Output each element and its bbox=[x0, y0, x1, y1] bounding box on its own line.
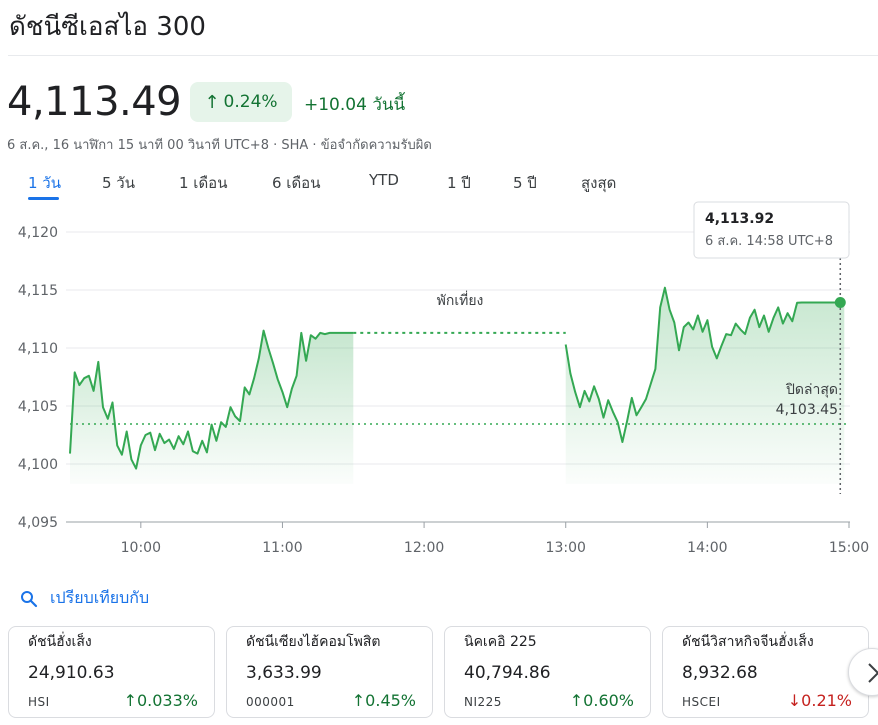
card-change: ↓0.21% bbox=[788, 691, 852, 710]
card-change: ↑0.60% bbox=[570, 691, 634, 710]
x-tick-label: 13:00 bbox=[546, 540, 586, 556]
up-arrow-icon: ↑ bbox=[204, 91, 220, 113]
tab-1d[interactable]: 1 วัน bbox=[28, 174, 61, 192]
card-ticker: NI225 bbox=[464, 695, 502, 709]
current-price: 4,113.49 bbox=[7, 79, 182, 125]
card-change-value: 0.45% bbox=[365, 691, 416, 710]
y-tick-label: 4,120 bbox=[18, 225, 58, 241]
y-tick-label: 4,100 bbox=[18, 457, 58, 473]
card-value: 24,910.63 bbox=[28, 663, 115, 683]
tooltip-time: 6 ส.ค. 14:58 UTC+8 bbox=[705, 234, 833, 249]
card-value: 8,932.68 bbox=[682, 663, 758, 683]
tab-1y[interactable]: 1 ปี bbox=[447, 174, 471, 192]
absolute-change-value: +10.04 bbox=[304, 95, 367, 115]
card-name: ดัชนีเซียงไฮ้คอมโพสิต bbox=[246, 634, 381, 650]
x-axis-labels: 10:00 11:00 12:00 13:00 14:00 15:00 bbox=[121, 522, 869, 556]
y-tick-label: 4,115 bbox=[18, 283, 58, 299]
afternoon-session-line bbox=[564, 286, 845, 443]
card-change-value: 0.60% bbox=[583, 691, 634, 710]
prev-close-label: ปิดล่าสุด bbox=[785, 382, 838, 398]
compare-button[interactable]: เปรียบเทียบกับ bbox=[20, 586, 149, 611]
x-tick-label: 14:00 bbox=[687, 540, 727, 556]
tab-max[interactable]: สูงสุด bbox=[581, 174, 617, 192]
card-ticker: 000001 bbox=[246, 695, 295, 709]
card-ticker: HSCEI bbox=[682, 695, 721, 709]
card-value: 3,633.99 bbox=[246, 663, 322, 683]
tab-5d[interactable]: 5 วัน bbox=[102, 174, 135, 192]
absolute-change: +10.04 วันนี้ bbox=[304, 91, 405, 118]
y-tick-label: 4,110 bbox=[18, 341, 58, 357]
down-arrow-icon: ↓ bbox=[787, 691, 802, 710]
y-axis-labels: 4,120 4,115 4,110 4,105 4,100 4,095 bbox=[18, 225, 58, 531]
compare-card-hsi[interactable]: ดัชนีฮั่งเส็ง 24,910.63 HSI ↑0.033% bbox=[8, 626, 215, 718]
change-period: วันนี้ bbox=[372, 95, 406, 115]
up-arrow-icon: ↑ bbox=[351, 691, 366, 710]
compare-card-ni225[interactable]: นิคเคอิ 225 40,794.86 NI225 ↑0.60% bbox=[444, 626, 651, 718]
morning-session-line bbox=[69, 329, 354, 470]
x-tick-label: 15:00 bbox=[829, 540, 869, 556]
price-series bbox=[69, 258, 849, 494]
compare-label: เปรียบเทียบกับ bbox=[50, 588, 150, 607]
card-name: ดัชนีฮั่งเส็ง bbox=[28, 634, 92, 650]
card-change: ↑0.033% bbox=[124, 691, 198, 710]
tab-6m[interactable]: 6 เดือน bbox=[272, 174, 321, 192]
range-tabs: 1 วัน 5 วัน 1 เดือน 6 เดือน YTD 1 ปี 5 ป… bbox=[0, 168, 700, 202]
x-tick-label: 10:00 bbox=[121, 540, 161, 556]
card-name: ดัชนีวิสาหกิจจีนฮั่งเส็ง bbox=[682, 634, 814, 650]
compare-card-hscei[interactable]: ดัชนีวิสาหกิจจีนฮั่งเส็ง 8,932.68 HSCEI … bbox=[662, 626, 869, 718]
page-title: ดัชนีซีเอสไอ 300 bbox=[9, 12, 206, 42]
up-arrow-icon: ↑ bbox=[569, 691, 584, 710]
divider bbox=[8, 55, 878, 56]
active-tab-indicator bbox=[28, 197, 59, 200]
hover-point bbox=[834, 297, 846, 309]
card-change-value: 0.033% bbox=[136, 691, 198, 710]
lunch-break-label: พักเที่ยง bbox=[437, 291, 484, 309]
card-change-value: 0.21% bbox=[801, 691, 852, 710]
search-icon bbox=[21, 590, 38, 607]
compare-card-000001[interactable]: ดัชนีเซียงไฮ้คอมโพสิต 3,633.99 000001 ↑0… bbox=[226, 626, 433, 718]
x-tick-label: 12:00 bbox=[404, 540, 444, 556]
card-name: นิคเคอิ 225 bbox=[464, 634, 537, 650]
price-chart[interactable]: 4,120 4,115 4,110 4,105 4,100 4,095 10:00 11:0… bbox=[0, 200, 878, 570]
card-ticker: HSI bbox=[28, 695, 50, 709]
quote-meta: 6 ส.ค., 16 นาฬิกา 15 นาที 00 วินาที UTC+… bbox=[7, 138, 432, 153]
tab-5y[interactable]: 5 ปี bbox=[513, 174, 537, 192]
afternoon-session-area bbox=[565, 287, 845, 484]
tab-1m[interactable]: 1 เดือน bbox=[179, 174, 228, 192]
prev-close-value: 4,103.45 bbox=[776, 402, 838, 418]
tab-ytd[interactable]: YTD bbox=[369, 171, 399, 189]
card-value: 40,794.86 bbox=[464, 663, 551, 683]
y-tick-label: 4,095 bbox=[18, 515, 58, 531]
y-tick-label: 4,105 bbox=[18, 399, 58, 415]
x-tick-label: 11:00 bbox=[262, 540, 302, 556]
percent-change-value: 0.24% bbox=[223, 92, 278, 112]
up-arrow-icon: ↑ bbox=[123, 691, 137, 710]
card-change: ↑0.45% bbox=[352, 691, 416, 710]
hover-tooltip: 4,113.92 6 ส.ค. 14:58 UTC+8 bbox=[693, 201, 850, 259]
chevron-right-icon bbox=[868, 663, 878, 683]
tooltip-price: 4,113.92 bbox=[705, 211, 774, 227]
percent-change-chip: ↑ 0.24% bbox=[190, 82, 292, 122]
next-cards-button[interactable] bbox=[848, 648, 878, 696]
